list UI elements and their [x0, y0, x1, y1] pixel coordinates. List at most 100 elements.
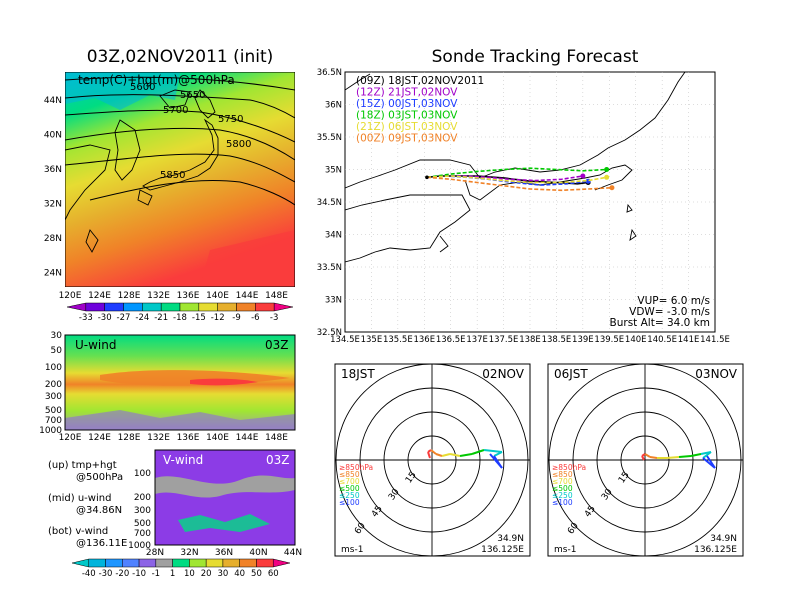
track-legend-entry: (18Z) 03JST,03NOV: [356, 110, 458, 122]
wind-colorbar-swatch: [205, 558, 224, 568]
hodograph-segment: [666, 456, 680, 459]
wind-colorbar-swatch: [138, 558, 157, 568]
track-panel: (09Z) 18JST,02NOV2011(12Z) 21JST,02NOV(1…: [344, 71, 716, 333]
uwind-jet-core: [190, 378, 258, 386]
hodograph-level-key: ≤100: [339, 498, 360, 507]
hodograph-segment: [690, 453, 702, 457]
hodograph-segment: [678, 455, 692, 458]
track-xtick: 135E: [361, 335, 383, 345]
hodograph-segment: [435, 453, 443, 457]
track-endpoint-00Z: [609, 185, 615, 191]
map-xtick: 136E: [177, 291, 200, 301]
note-mid: (mid) u-wind: [48, 493, 111, 504]
hodograph-segment: [641, 453, 646, 457]
hodograph-level-key: ≥850hPa: [552, 463, 586, 472]
track-xtick: 139.5E: [594, 335, 624, 345]
map-ytick: 24N: [44, 269, 62, 279]
track-xtick: 138.5E: [542, 335, 572, 345]
wind-colorbar-swatch: [172, 558, 190, 568]
hodograph-segment: [427, 451, 431, 459]
map-ytick: 44N: [44, 96, 62, 106]
vwind-ytick: 300: [134, 506, 151, 516]
vwind-time: 03Z: [266, 453, 290, 467]
wind-colorbar-swatch: [71, 558, 90, 568]
uwind-xtick: 132E: [147, 433, 170, 443]
temp-colorbar-swatch: [236, 302, 256, 312]
hodograph-lon: 136.125E: [481, 545, 524, 555]
map-xtick: 128E: [118, 291, 141, 301]
map-xtick: 144E: [236, 291, 259, 301]
wind-colorbar-label: 40: [234, 569, 245, 579]
temp-colorbar-label: -27: [117, 313, 131, 323]
uwind-ytick: 300: [45, 392, 62, 402]
note-up: (up) tmp+hgt: [48, 460, 117, 471]
temp-colorbar-label: -18: [173, 313, 187, 323]
wind-colorbar-label: -20: [115, 569, 129, 579]
hodograph-level-key: ≤500: [552, 484, 573, 493]
uwind-xtick: 144E: [236, 433, 259, 443]
temp-colorbar-label: -6: [251, 313, 259, 323]
contour-label-5850: 5850: [160, 170, 185, 181]
coastline-map: [65, 89, 219, 253]
track-series: [425, 167, 615, 192]
contour-label-5650: 5650: [180, 90, 205, 101]
uwind-low-level: [65, 410, 295, 430]
vwind-ytick: 700: [134, 529, 151, 539]
temperature-colorbar: -33 -30 -27 -24 -21 -18 -15 -12 -9 -6 -3: [66, 302, 294, 323]
hodograph-lat: 34.9N: [497, 534, 524, 544]
uwind-ytick: 1000: [39, 426, 62, 436]
right-title: Sonde Tracking Forecast: [432, 47, 639, 67]
track-line-18Z: [426, 167, 607, 179]
wind-colorbar-swatch: [88, 558, 106, 568]
temp-colorbar-swatch: [160, 302, 181, 312]
cold-region: [65, 72, 180, 110]
vwind-xtick: 28N: [146, 548, 164, 558]
temp-colorbar-label: -21: [154, 313, 168, 323]
map-500hpa-panel: temp(C)+hgt(m)@500hPa 5600 5650 5700 575…: [65, 72, 295, 287]
map-ytick: 40N: [44, 131, 62, 141]
map-xtick: 148E: [265, 291, 288, 301]
warm-region: [200, 230, 295, 287]
wind-colorbar-swatch: [222, 558, 240, 568]
map-ytick: 32N: [44, 200, 62, 210]
hodograph-level-key: ≤500: [339, 484, 360, 493]
track-line-00Z: [426, 176, 612, 192]
track-legend: (09Z) 18JST,02NOV2011(12Z) 21JST,02NOV(1…: [356, 75, 484, 145]
hodograph-unit: ms-1: [554, 545, 576, 555]
track-ytick: 33.5N: [317, 263, 342, 273]
contour-label-5600: 5600: [130, 82, 155, 93]
info-vdw: VDW= -3.0 m/s: [629, 306, 710, 318]
uwind-xtick: 128E: [118, 433, 141, 443]
temp-colorbar-swatch: [198, 302, 218, 312]
track-xtick: 136.5E: [436, 335, 466, 345]
map-xtick: 132E: [147, 291, 170, 301]
vwind-neutral: [155, 475, 295, 498]
wind-colorbar-swatch: [122, 558, 140, 568]
track-xtick: 141.5E: [700, 335, 730, 345]
uwind-xtick: 136E: [177, 433, 200, 443]
track-ytick: 33N: [325, 296, 342, 306]
map-label: temp(C)+hgt(m)@500hPa: [78, 73, 235, 87]
track-xtick: 137E: [466, 335, 488, 345]
coastline-track: [345, 72, 686, 263]
track-xtick: 137.5E: [489, 335, 519, 345]
vwind-ytick: 500: [134, 519, 151, 529]
track-legend-entry: (00Z) 09JST,03NOV: [356, 133, 458, 145]
left-title: 03Z,02NOV2011 (init): [87, 47, 274, 67]
track-ytick: 34.5N: [317, 198, 342, 208]
temp-colorbar-swatch: [66, 302, 87, 312]
uwind-panel: U-wind 03Z: [64, 334, 296, 431]
track-grid: [345, 72, 715, 332]
hodograph-date: 03NOV: [695, 367, 737, 381]
hodograph-segment: [483, 449, 503, 453]
uwind-frame: [64, 334, 296, 431]
uwind-ytick: 50: [51, 346, 63, 356]
uwind-ytick: 30: [51, 331, 63, 341]
track-legend-entry: (21Z) 06JST,03NOV: [356, 121, 458, 133]
hodograph-segment: [449, 453, 461, 457]
track-legend-entry: (15Z) 00JST,03NOV: [356, 98, 458, 110]
map-xtick: 124E: [88, 291, 111, 301]
wind-colorbar: -40 -30 -20 -10 -1 1 10 20 30 40 50 60: [71, 558, 291, 579]
vwind-ytick: 1000: [128, 541, 151, 551]
